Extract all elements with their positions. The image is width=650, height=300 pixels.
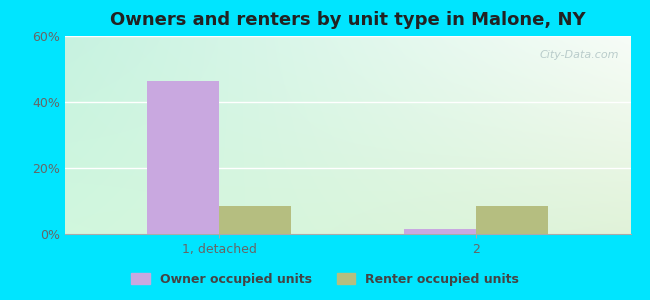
Legend: Owner occupied units, Renter occupied units: Owner occupied units, Renter occupied un… [126,268,524,291]
Bar [476,206,548,234]
Bar [219,206,291,234]
Title: Owners and renters by unit type in Malone, NY: Owners and renters by unit type in Malon… [110,11,586,29]
Bar [148,80,219,234]
Text: City-Data.com: City-Data.com [540,50,619,60]
Bar [404,229,476,234]
